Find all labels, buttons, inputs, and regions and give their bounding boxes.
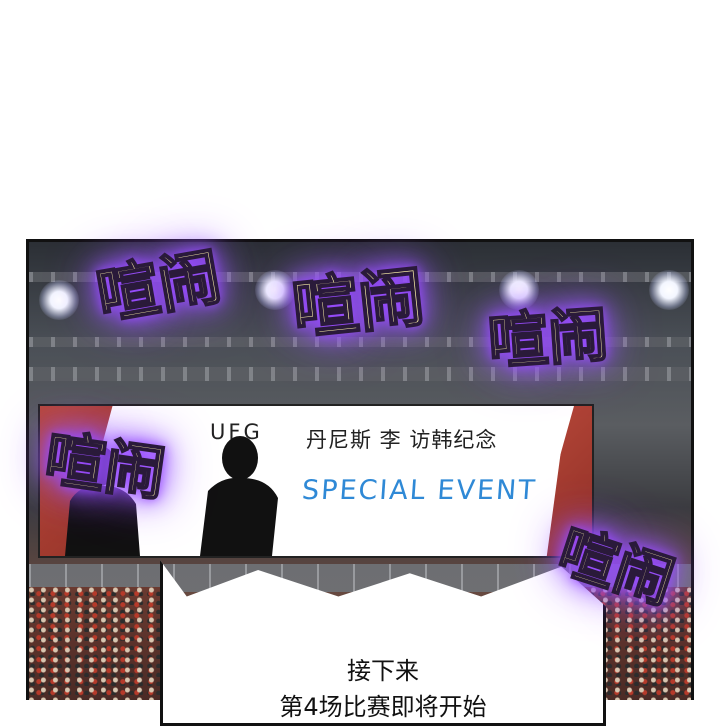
special-event-text: SPECIAL EVENT xyxy=(300,475,538,506)
screen-white-area xyxy=(72,406,567,556)
sound-effect-noise: 喧闹 xyxy=(40,423,171,511)
stadium-light xyxy=(255,270,295,310)
screen-subtitle: 丹尼斯 李 访韩纪念 xyxy=(306,428,498,452)
stadium-light xyxy=(649,270,689,310)
ceiling-truss xyxy=(29,272,691,282)
stadium-light xyxy=(499,270,539,310)
ufg-logo-text: UFG xyxy=(210,420,263,444)
speech-line-1: 接下来 xyxy=(347,657,419,685)
sound-effect-noise: 喧闹 xyxy=(288,257,429,349)
ceiling-truss xyxy=(29,337,691,347)
speech-line-2: 第4场比赛即将开始 xyxy=(279,693,487,721)
stadium-light xyxy=(39,280,79,320)
speech-bubble: 接下来 第4场比赛即将开始 xyxy=(160,560,606,726)
ceiling-truss xyxy=(29,367,691,381)
fighter-silhouettes xyxy=(65,436,278,556)
sound-effect-noise: 喧闹 xyxy=(485,299,612,379)
arena-screen xyxy=(38,404,594,558)
crowd-left xyxy=(29,587,169,700)
